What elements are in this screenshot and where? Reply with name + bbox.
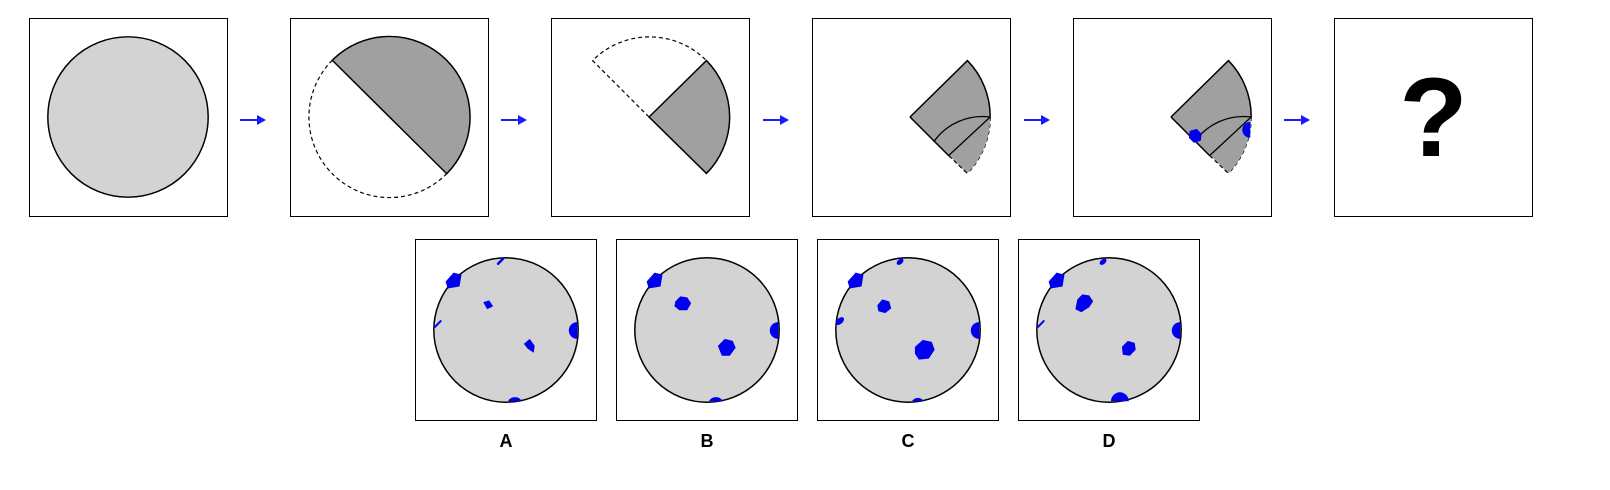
step-5-punched-holes: [1073, 18, 1272, 217]
step-1-full-circle: [29, 18, 228, 217]
fold-outline-dashed: [308, 59, 448, 199]
hole-shape: [1188, 128, 1202, 143]
option-a-figure: [433, 257, 579, 403]
punched-figure: [1170, 59, 1252, 174]
option-c-figure: [835, 257, 981, 403]
folded-quarter: [647, 59, 731, 175]
arrow-3: [762, 113, 790, 127]
question-mark: ?: [1399, 54, 1468, 180]
fold-quarter-figure: [591, 36, 731, 175]
arrow-1: [239, 113, 267, 127]
step-3-fold-quarter: [551, 18, 750, 217]
arrow-5: [1283, 113, 1311, 127]
fold-half-figure: [308, 35, 471, 199]
option-a-panel[interactable]: [415, 239, 597, 421]
folded-eighth: [910, 60, 991, 174]
paper-circle: [47, 36, 209, 198]
step-2-fold-in-half: [290, 18, 489, 217]
step-4-fold-eighth: [812, 18, 1011, 217]
option-b-figure: [634, 257, 780, 403]
option-d-panel[interactable]: [1018, 239, 1200, 421]
option-b-label[interactable]: B: [700, 431, 714, 451]
full-circle-figure: [47, 36, 209, 198]
arrow-2: [500, 113, 528, 127]
folded-half: [331, 35, 471, 175]
step-6-unknown-result: ?: [1334, 18, 1533, 217]
option-a-label[interactable]: A: [499, 431, 513, 451]
fold-eighth-figure: [909, 59, 991, 174]
option-c-panel[interactable]: [817, 239, 999, 421]
hole-shape: [1242, 121, 1251, 138]
option-d-label[interactable]: D: [1102, 431, 1116, 451]
arrow-4: [1023, 113, 1051, 127]
option-c-label[interactable]: C: [901, 431, 915, 451]
fold-outline-dashed: [591, 36, 707, 118]
option-d-figure: [1036, 257, 1182, 403]
option-b-panel[interactable]: [616, 239, 798, 421]
